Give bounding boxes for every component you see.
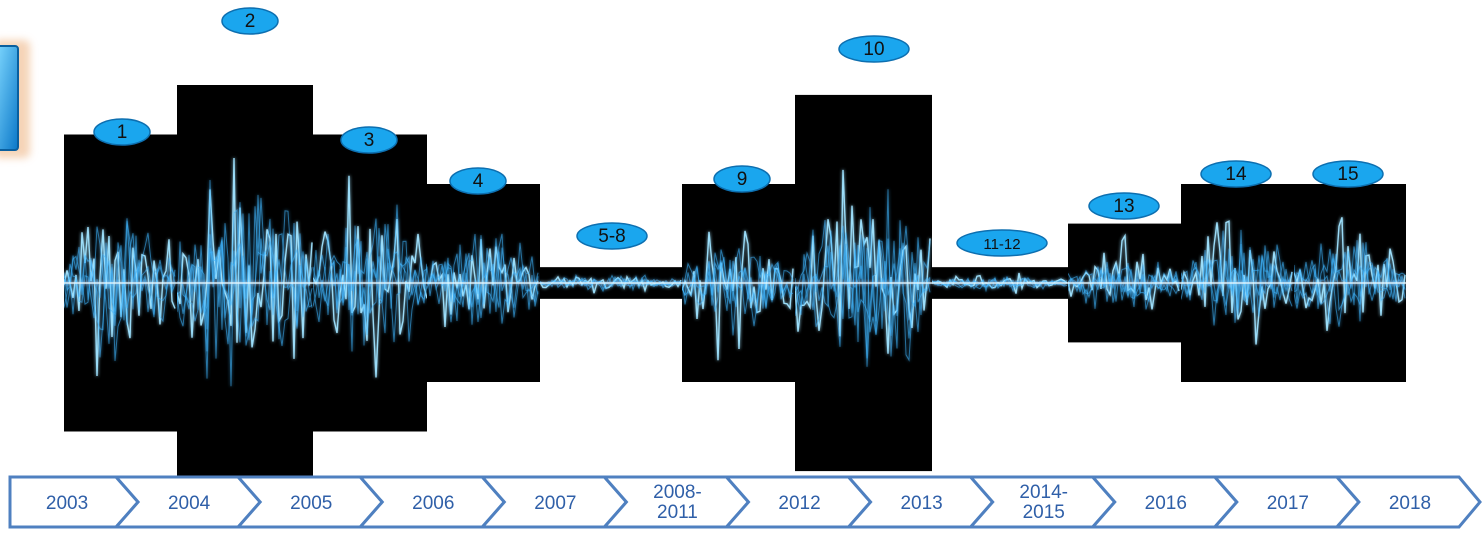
segment-badge: 14 — [1200, 160, 1272, 188]
segment-badge-label: 14 — [1225, 164, 1247, 185]
waveform-line — [795, 169, 931, 354]
segment-badge: 5-8 — [576, 222, 648, 250]
segment-badge-label: 2 — [245, 11, 256, 32]
timeline-label: 2012 — [778, 493, 820, 514]
segment-badge: 2 — [221, 7, 279, 35]
segment-badge: 9 — [713, 165, 771, 193]
timeline-label: 2005 — [290, 493, 332, 514]
timeline-label: 2007 — [534, 493, 576, 514]
segment-badge-label: 5-8 — [598, 226, 625, 247]
timeline-chevron: 2008-2011 — [601, 475, 751, 529]
year-timeline: 2003 2004 2005 2006 2007 2008-2011 2012 2013 201… — [8, 475, 1482, 529]
waveform-line — [1181, 244, 1293, 315]
wave-panel — [1294, 184, 1406, 382]
waveform-line — [177, 208, 313, 379]
segment-badge: 1 — [93, 118, 151, 146]
timeline-chevron: 2012 — [723, 475, 873, 529]
wave-panel — [313, 134, 427, 432]
waveform-line — [313, 218, 427, 320]
wave-panel — [682, 184, 795, 382]
waveform-line — [427, 235, 539, 325]
timeline-chevron: 2017 — [1211, 475, 1361, 529]
timeline-chevron: 2006 — [356, 475, 507, 529]
waveform-line — [795, 189, 931, 362]
segment-badge: 4 — [449, 167, 507, 195]
timeline-chevron: 2013 — [845, 475, 995, 529]
timeline-label: 2013 — [900, 493, 942, 514]
segment-badge: 10 — [838, 35, 910, 63]
timeline-label: 2004 — [168, 493, 211, 514]
timeline-chevron: 2005 — [234, 475, 385, 529]
segment-badge-label: 1 — [117, 122, 128, 143]
segment-badge-label: 4 — [473, 171, 484, 192]
wave-panel — [1068, 223, 1181, 343]
waveform-line — [540, 274, 682, 293]
wave-panel — [540, 267, 682, 299]
segment-badge-label: 11-12 — [983, 236, 1020, 253]
waveform-line — [1068, 264, 1180, 309]
waveform-line — [427, 233, 539, 324]
waveform-line — [313, 224, 427, 342]
wave-panels — [64, 85, 1406, 481]
segment-badge: 11-12 — [956, 229, 1048, 257]
wave-panel — [795, 94, 932, 472]
waveform-line — [540, 276, 682, 291]
segment-badge-label: 9 — [737, 169, 748, 190]
waveform-line — [177, 179, 313, 346]
wave-panel — [177, 85, 313, 481]
waveform-line — [1294, 240, 1406, 312]
waveform-line — [64, 220, 176, 321]
waveform-line — [427, 248, 539, 312]
waveform-line — [1068, 267, 1180, 303]
waveform-line — [1294, 243, 1406, 327]
timeline-label: 2014-2015 — [1019, 482, 1068, 523]
waveform-line — [64, 218, 176, 361]
side-button[interactable] — [0, 40, 30, 158]
waveform-line — [1181, 245, 1293, 302]
segment-badge: 13 — [1088, 192, 1160, 220]
timeline-chevron: 2004 — [112, 475, 263, 529]
segment-badge-label: 10 — [863, 39, 884, 60]
wave-panel — [932, 267, 1068, 299]
timeline-label: 2017 — [1267, 493, 1309, 514]
segment-badges: 1 2 3 4 5-8 9 10 11-12 13 14 15 — [93, 7, 1384, 257]
wave-panel — [1181, 184, 1294, 382]
timeline-chevron: 2018 — [1333, 475, 1482, 529]
waveform-line — [682, 252, 794, 327]
timeline-label: 2006 — [412, 493, 454, 514]
waveform-line — [64, 245, 176, 358]
waveform-line — [795, 230, 931, 343]
waveform-line — [313, 204, 427, 336]
segment-badge: 3 — [340, 126, 398, 154]
waveform-line — [682, 260, 794, 306]
timeline-label: 2003 — [46, 493, 88, 514]
segment-badge-label: 15 — [1337, 164, 1358, 185]
waveform-line — [1068, 233, 1180, 310]
wave-panel — [427, 184, 540, 382]
timeline-label: 2016 — [1145, 493, 1187, 514]
timeline-chevron: 2003 — [8, 475, 141, 529]
waveform-line — [313, 225, 427, 352]
wave-panel — [64, 134, 177, 432]
timeline-label: 2008-2011 — [653, 482, 702, 523]
timeline-label: 2018 — [1389, 493, 1431, 514]
timeline-chevron: 2014-2015 — [967, 475, 1117, 529]
segment-badge-label: 3 — [364, 130, 375, 151]
timeline-chevron: 2007 — [479, 475, 629, 529]
timeline-chevron: 2016 — [1089, 475, 1239, 529]
segment-badge: 15 — [1312, 160, 1384, 188]
waveform-line — [795, 225, 931, 329]
segment-badge-label: 13 — [1113, 196, 1134, 217]
